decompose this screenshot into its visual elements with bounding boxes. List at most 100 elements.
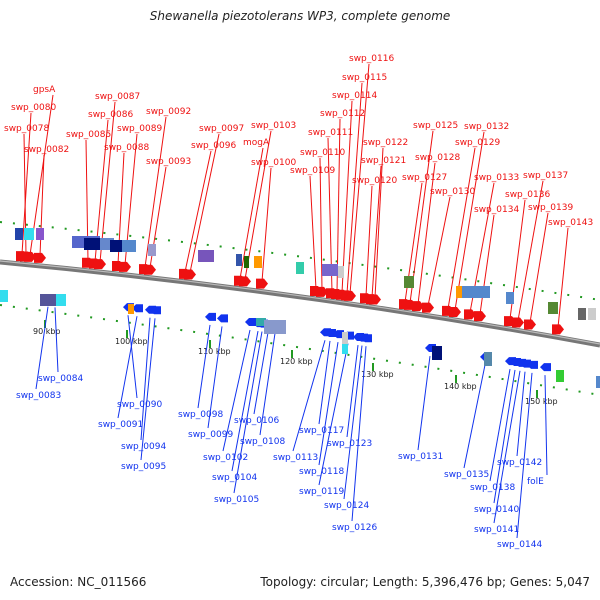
domain-block xyxy=(84,238,100,250)
domain-block xyxy=(256,318,266,326)
gene-label: swp_0102 xyxy=(203,453,248,463)
gene-label: swp_0086 xyxy=(88,110,133,120)
reverse-gene[interactable]: swp_0084 xyxy=(38,295,83,384)
reverse-gene[interactable]: swp_0141 xyxy=(474,358,526,535)
reverse-gene[interactable]: swp_0098 xyxy=(178,312,223,420)
gene-leader-line xyxy=(454,131,485,311)
gene-label: swp_0127 xyxy=(402,173,447,183)
forward-arrow xyxy=(82,257,94,268)
gene-leader-line xyxy=(447,147,476,309)
gene-label: swp_0078 xyxy=(4,124,49,134)
gene-label: swp_0087 xyxy=(95,92,140,102)
domain-block xyxy=(264,320,286,334)
reverse-gene[interactable]: swp_0095 xyxy=(121,306,166,472)
gene-label: swp_0121 xyxy=(361,156,406,166)
forward-arrow xyxy=(442,305,454,316)
gene-label: swp_0097 xyxy=(199,124,244,134)
gene-leader-line xyxy=(427,196,451,306)
reverse-gene[interactable]: swp_0126 xyxy=(332,334,377,533)
reverse-gene[interactable]: swp_0113 xyxy=(273,328,331,463)
gene-label: swp_0132 xyxy=(464,122,509,132)
domain-block xyxy=(588,308,596,320)
gene-label: swp_0122 xyxy=(363,138,408,148)
reverse-arrow xyxy=(205,312,216,321)
reverse-gene[interactable]: swp_0091 xyxy=(98,304,143,430)
forward-gene[interactable]: swp_0109 xyxy=(290,166,335,296)
gene-leader-line xyxy=(374,147,384,298)
gene-leader-line xyxy=(417,355,431,451)
gene-leader-line xyxy=(189,133,220,273)
forward-gene[interactable]: swp_0139 xyxy=(524,203,573,330)
scale-track-upper xyxy=(0,221,600,301)
domain-block xyxy=(198,250,214,262)
domain-block xyxy=(484,352,492,366)
gene-label: swp_0141 xyxy=(474,525,519,535)
forward-arrow xyxy=(552,324,564,335)
domain-block xyxy=(338,266,344,278)
domain-block xyxy=(342,344,348,354)
reverse-gene[interactable]: swp_0099 xyxy=(188,314,233,440)
scale-tick-label: 90 kbp xyxy=(33,327,61,336)
domain-block xyxy=(128,304,134,314)
gene-leader-line xyxy=(489,369,511,482)
gene-leader-line xyxy=(231,330,259,472)
forward-arrow xyxy=(464,309,476,320)
domain-block xyxy=(506,292,514,304)
gene-label: swp_0084 xyxy=(38,374,83,384)
reverse-gene[interactable]: swp_0102 xyxy=(203,318,256,463)
reverse-arrow xyxy=(150,306,161,315)
gene-leader-line xyxy=(35,306,49,390)
forward-gene[interactable]: mogA xyxy=(234,138,270,286)
reverse-arrow xyxy=(217,314,228,323)
reverse-arrow xyxy=(320,328,331,337)
forward-arrow xyxy=(310,285,322,296)
genome-title: Shewanella piezotolerans WP3, complete g… xyxy=(149,9,451,23)
gene-leader-line xyxy=(371,165,382,298)
gene-leader-line xyxy=(336,118,341,292)
gene-leader-line xyxy=(233,331,263,494)
gene-leader-line xyxy=(479,214,495,315)
gene-leader-line xyxy=(529,212,549,323)
forward-gene[interactable]: swp_0143 xyxy=(548,218,593,335)
forward-gene[interactable]: swp_0082 xyxy=(24,145,69,263)
gene-label: swp_0115 xyxy=(342,73,387,83)
domain-block xyxy=(578,308,586,320)
reverse-arrow xyxy=(245,318,256,327)
reverse-gene[interactable]: swp_0124 xyxy=(324,333,369,511)
domain-block xyxy=(432,346,442,360)
forward-gene[interactable]: swp_0096 xyxy=(179,141,236,279)
forward-gene[interactable]: swp_0129 xyxy=(442,138,500,316)
gene-leader-line xyxy=(351,346,367,522)
gene-label: folE xyxy=(527,477,544,487)
gene-label: swp_0116 xyxy=(349,54,394,64)
reverse-arrow xyxy=(515,358,526,367)
reverse-gene[interactable]: folE xyxy=(527,363,551,487)
gene-label: swp_0114 xyxy=(332,91,377,101)
gene-leader-line xyxy=(417,162,436,305)
gene-leader-line xyxy=(54,307,59,373)
forward-arrow xyxy=(326,288,338,299)
gene-label: swp_0131 xyxy=(398,452,443,462)
gene-label: swp_0135 xyxy=(444,470,489,480)
gene-leader-line xyxy=(127,315,138,399)
reverse-gene[interactable]: swp_0108 xyxy=(240,321,285,447)
forward-gene[interactable]: swp_0120 xyxy=(352,176,397,304)
reverse-gene[interactable]: swp_0135 xyxy=(444,352,491,480)
gene-label: swp_0129 xyxy=(455,138,500,148)
domain-block xyxy=(0,290,8,302)
gene-label: swp_0080 xyxy=(11,103,56,113)
forward-arrow xyxy=(474,311,486,322)
forward-gene[interactable]: swp_0128 xyxy=(412,153,460,312)
reverse-gene[interactable]: swp_0144 xyxy=(497,360,542,550)
forward-gene[interactable]: swp_0093 xyxy=(144,157,191,275)
gene-leader-line xyxy=(222,329,251,452)
genome-backbone xyxy=(0,259,600,348)
forward-arrow xyxy=(34,252,46,263)
gene-leader-line xyxy=(21,112,32,255)
forward-gene[interactable]: swp_0130 xyxy=(422,187,475,313)
reverse-gene[interactable]: swp_0090 xyxy=(117,303,162,410)
gene-leader-line xyxy=(516,372,533,539)
reverse-gene[interactable]: swp_0131 xyxy=(398,344,443,462)
forward-gene[interactable]: swp_0100 xyxy=(251,158,296,289)
